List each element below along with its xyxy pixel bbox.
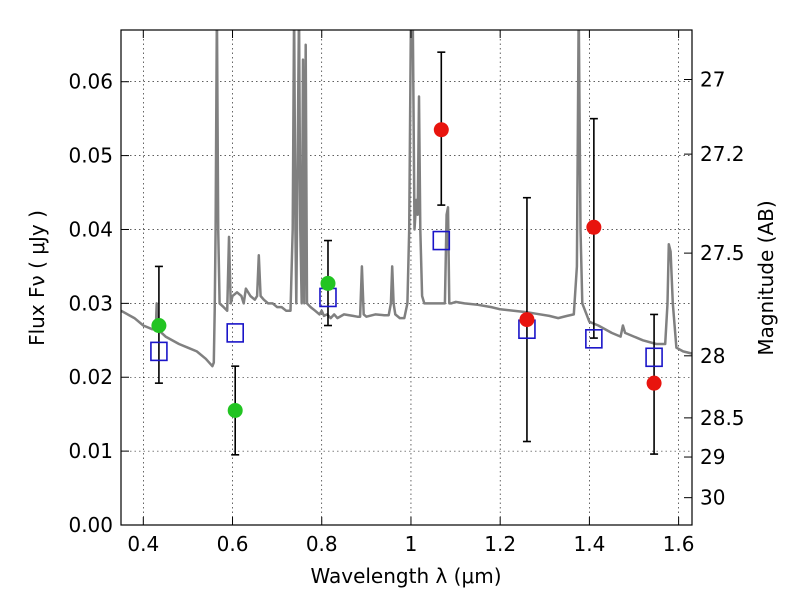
observation-circle-marker — [320, 275, 336, 291]
observation-circle-marker — [227, 402, 243, 418]
y-axis-label-left: Flux Fν ( μJy ) — [25, 210, 49, 346]
observation-circle-marker — [151, 318, 167, 334]
observation-circle-marker — [519, 312, 535, 328]
y-tick-label-left: 0.03 — [68, 291, 113, 315]
spectrum-line — [121, 30, 692, 368]
model-square-marker — [150, 341, 168, 362]
x-tick-label: 1.4 — [573, 532, 605, 556]
model-square-marker — [432, 230, 451, 251]
y-tick-label-right: 28 — [700, 344, 725, 368]
axis-ticks — [121, 30, 692, 526]
y-tick-label-left: 0.05 — [68, 144, 113, 168]
y-axis-label-right: Magnitude (AB) — [754, 200, 778, 355]
x-tick-label: 0.8 — [306, 532, 338, 556]
y-tick-label-left: 0.00 — [68, 513, 113, 537]
model-square-marker — [645, 347, 663, 368]
model-square-marker — [585, 329, 603, 349]
y-tick-label-right: 27.5 — [700, 241, 745, 265]
x-tick-label: 0.4 — [127, 532, 159, 556]
y-tick-label-left: 0.02 — [68, 365, 113, 389]
marker-layer — [150, 122, 663, 418]
y-tick-label-left: 0.04 — [68, 217, 113, 241]
observation-circle-marker — [433, 122, 449, 138]
plot-frame — [120, 29, 693, 526]
observation-circle-marker — [586, 219, 602, 235]
y-tick-label-left: 0.01 — [68, 439, 113, 463]
x-axis-label: Wavelength λ (μm) — [310, 564, 501, 588]
x-tick-label: 0.6 — [217, 532, 249, 556]
y-tick-label-right: 27.2 — [700, 142, 745, 166]
x-tick-label: 1.2 — [484, 532, 516, 556]
plot-area-background — [121, 30, 692, 525]
y-tick-label-left: 0.06 — [68, 70, 113, 94]
axis-tick-labels: 0.4 0.6 0.8 1 1.2 1.4 1.6 0.00 0.01 0.02 0.03 0.04 0… — [68, 68, 744, 557]
x-tick-label: 1 — [405, 532, 418, 556]
y-tick-label-right: 28.5 — [700, 406, 745, 430]
x-tick-label: 1.6 — [663, 532, 695, 556]
model-square-marker — [226, 323, 244, 343]
spectrum-layer — [121, 30, 692, 368]
y-tick-label-right: 30 — [700, 486, 725, 510]
observation-circle-marker — [646, 375, 662, 391]
y-tick-label-right: 29 — [700, 445, 725, 469]
y-tick-label-right: 27 — [700, 68, 725, 92]
